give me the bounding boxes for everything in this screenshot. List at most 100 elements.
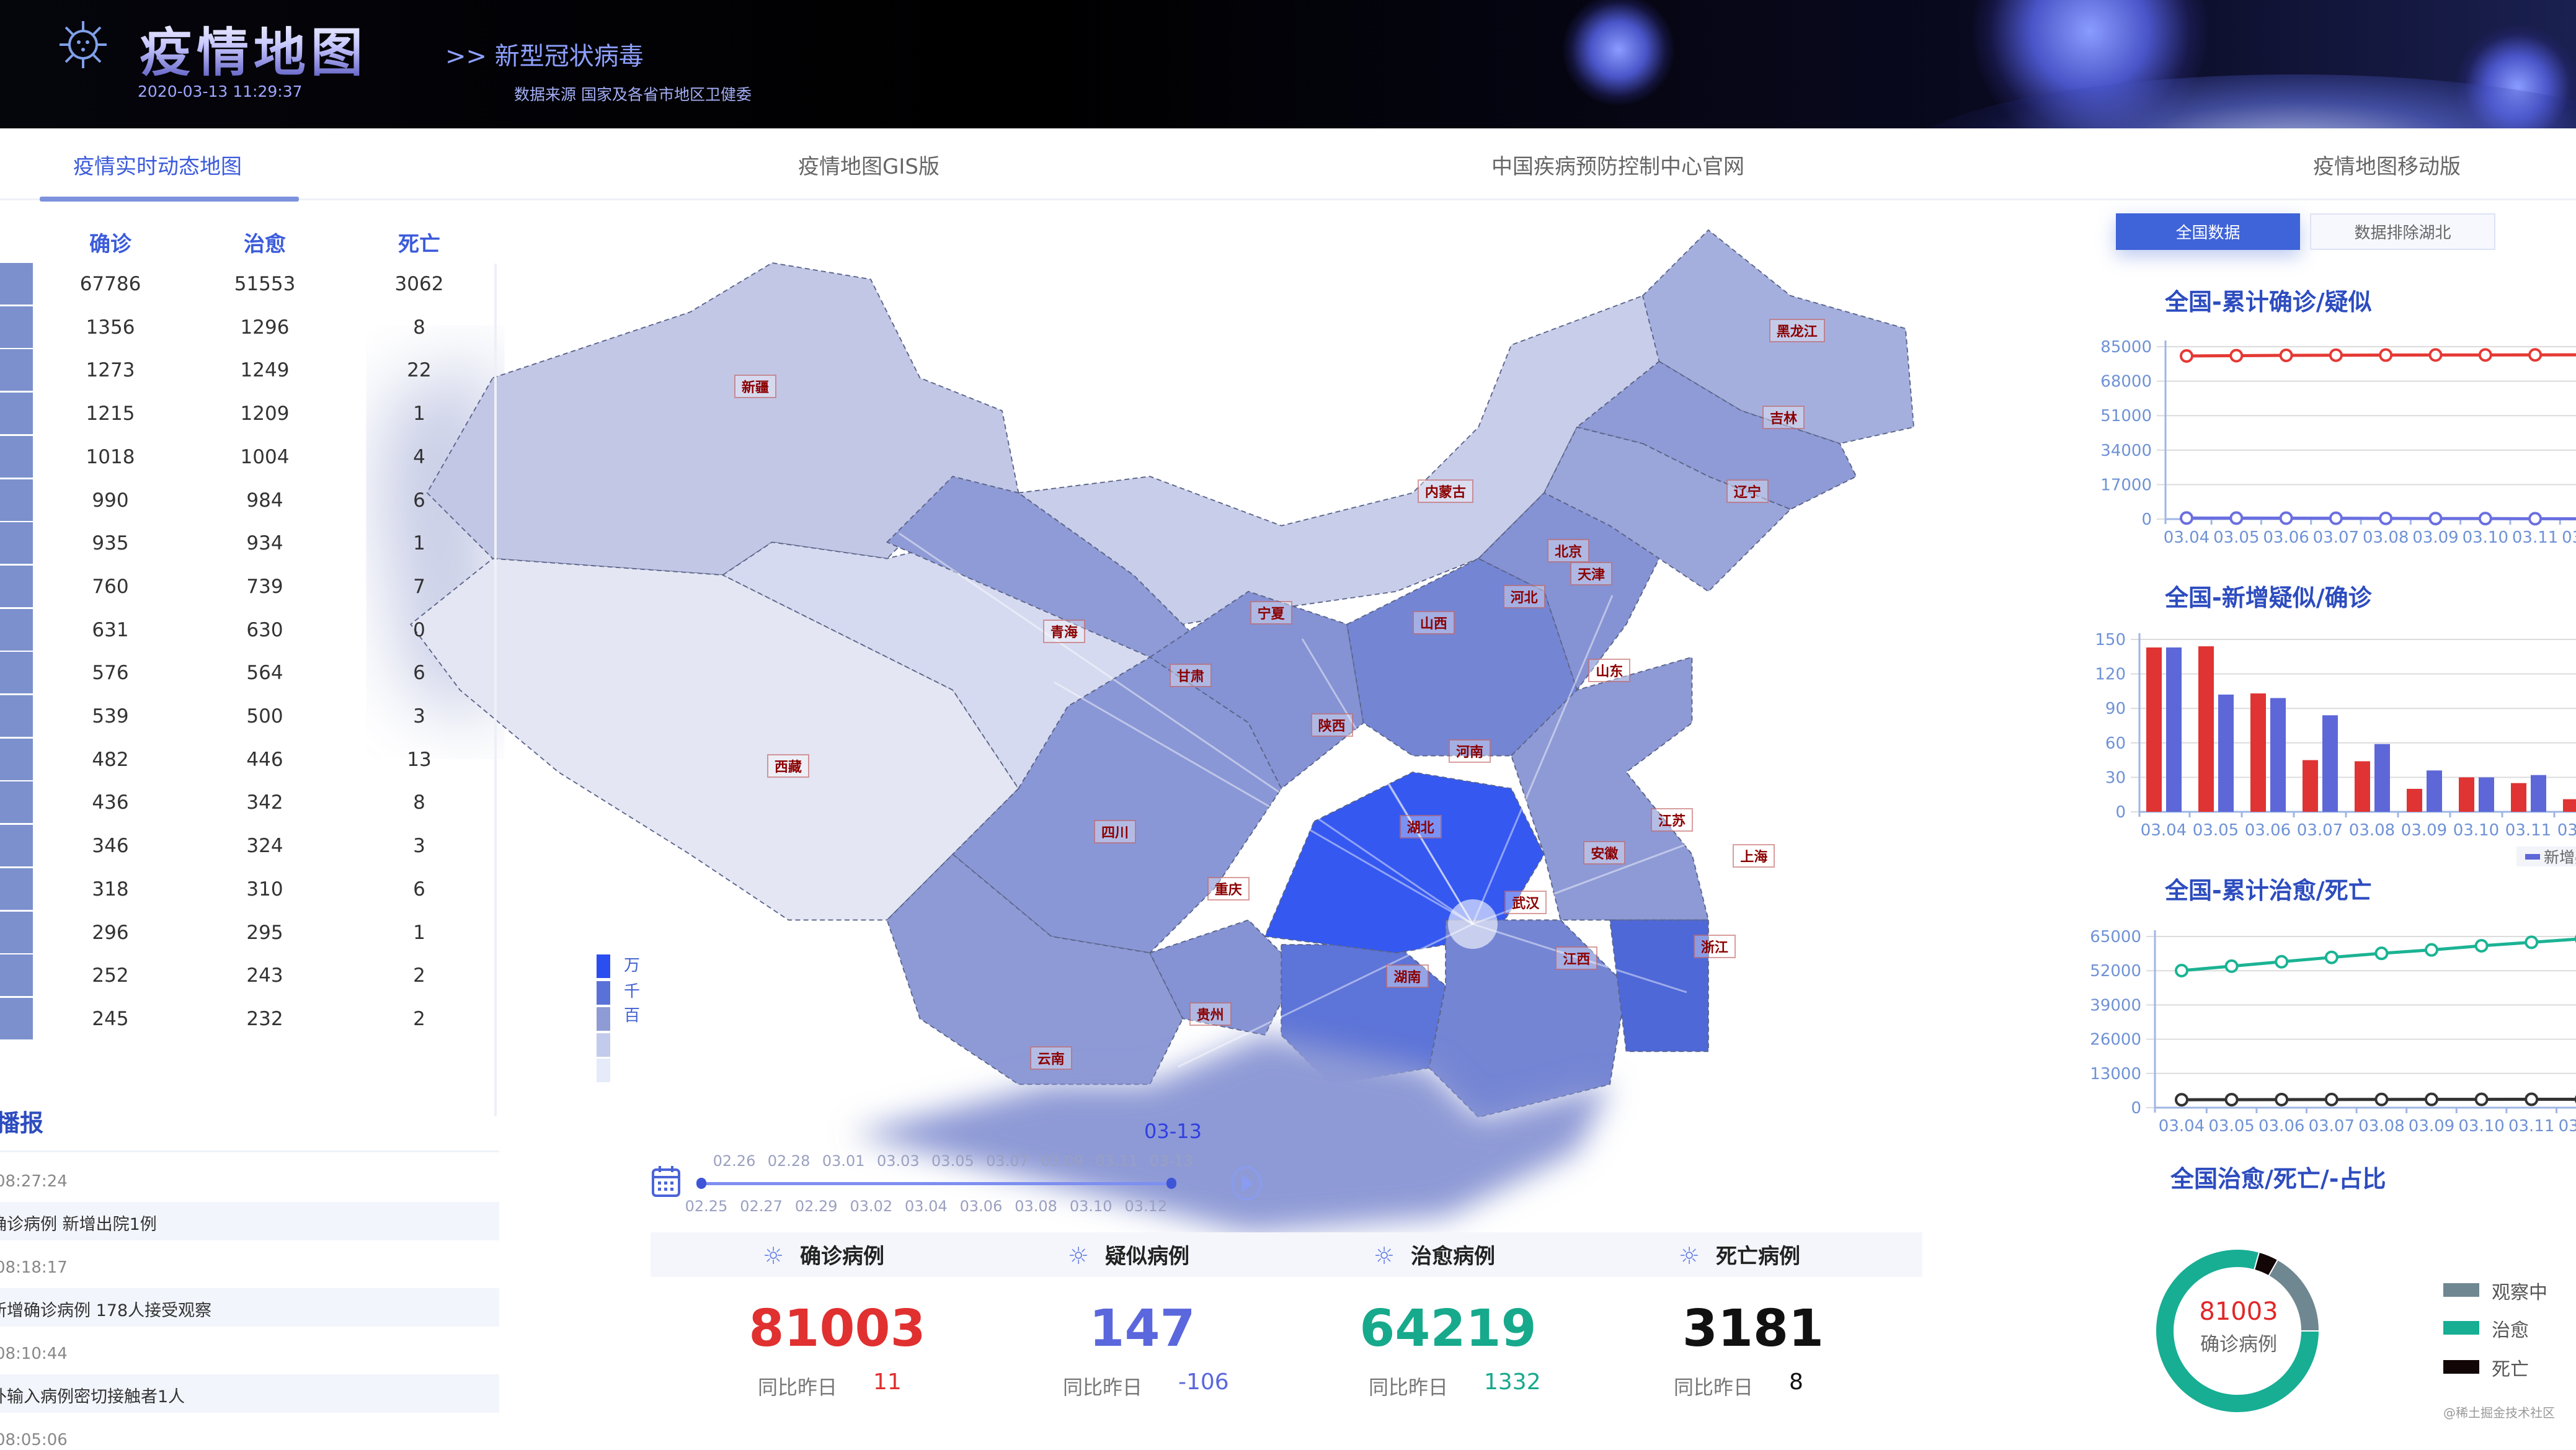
province-label[interactable]: 吉林 [1762,406,1805,430]
tab-mobile-map[interactable]: 疫情地图移动版 [2313,154,2461,179]
news-item[interactable] [0,1288,499,1327]
province-name-cell[interactable] [0,608,33,651]
province-zhejiang[interactable] [1609,919,1709,1052]
timeline-track[interactable] [701,1182,1171,1185]
province-name-cell[interactable] [0,479,33,521]
timeline-tick-label[interactable]: 03.02 [850,1198,893,1215]
stat-delta: 11 [873,1369,902,1395]
play-icon[interactable] [1230,1165,1263,1202]
province-label[interactable]: 宁夏 [1250,601,1292,625]
province-label[interactable]: 山西 [1412,611,1455,635]
virus-icon: ☼ [763,1242,784,1270]
province-label[interactable]: 武汉 [1504,890,1547,914]
timeline-tick-label[interactable]: 02.25 [685,1198,728,1215]
legend-label[interactable]: 观察中 [2492,1282,2547,1304]
timeline-handle[interactable] [1166,1178,1176,1189]
province-label[interactable]: 青海 [1042,619,1085,643]
province-name-cell[interactable] [0,911,33,953]
province-label[interactable]: 河北 [1503,584,1545,608]
timeline-tick-label[interactable]: 03.05 [931,1152,974,1170]
news-item[interactable] [0,1202,499,1240]
timeline-tick-label[interactable]: 03.12 [1124,1198,1168,1215]
province-label[interactable]: 江西 [1555,946,1598,970]
province-label[interactable]: 四川 [1093,819,1136,843]
province-name-cell[interactable] [0,997,33,1039]
timeline-tick-label[interactable]: 03-13 [1149,1152,1193,1170]
province-name-cell[interactable] [0,306,33,348]
timeline-tick-label[interactable]: 03.03 [876,1152,920,1170]
province-label[interactable]: 河南 [1449,739,1491,763]
province-label[interactable]: 内蒙古 [1417,479,1473,504]
news-item[interactable] [0,1374,499,1413]
province-label[interactable]: 云南 [1029,1046,1072,1070]
table-cell: 934 [246,532,283,555]
timeline-tick-label[interactable]: 02.28 [767,1152,811,1170]
province-name-cell[interactable] [0,522,33,564]
province-label[interactable]: 甘肃 [1169,664,1212,688]
province-name-cell[interactable] [0,565,33,607]
exclude-hubei-button[interactable]: 数据排除湖北 [2310,213,2495,250]
timeline-tick-label[interactable]: 02.29 [794,1198,838,1215]
legend-swatch[interactable] [2443,1360,2479,1374]
province-yunnan[interactable] [886,853,1184,1085]
timeline-tick-label[interactable]: 03.01 [822,1152,865,1170]
province-name-cell[interactable] [0,652,33,694]
province-name-cell[interactable] [0,695,33,737]
province-label[interactable]: 贵州 [1189,1002,1232,1026]
province-name-cell[interactable] [0,393,33,435]
province-guizhou[interactable] [1148,919,1299,1036]
province-label[interactable]: 重庆 [1207,877,1250,901]
province-label[interactable]: 山东 [1588,659,1631,683]
province-label[interactable]: 天津 [1570,561,1613,585]
timeline-tick-label[interactable]: 02.27 [740,1198,783,1215]
province-label[interactable]: 黑龙江 [1769,318,1825,342]
province-label[interactable]: 浙江 [1693,935,1736,959]
province-south[interactable] [854,1034,1611,1233]
tab-realtime-map[interactable]: 疫情实时动态地图 [73,154,242,179]
province-shandong[interactable] [1511,656,1710,921]
province-name-cell[interactable] [0,954,33,997]
province-name-cell[interactable] [0,435,33,478]
tab-cdc-site[interactable]: 中国疾病预防控制中心官网 [1491,154,1744,179]
province-hebei[interactable] [1477,492,1660,692]
stats-header-bar [651,1232,1922,1277]
timeline-tick-label[interactable]: 03.09 [1041,1152,1083,1170]
timeline-tick-label[interactable]: 03.10 [1069,1198,1113,1215]
province-label[interactable]: 北京 [1547,538,1590,563]
legend-label[interactable]: 死亡 [2492,1359,2529,1381]
timeline-start-handle[interactable] [696,1178,706,1189]
province-name-cell[interactable] [0,781,33,824]
province-label[interactable]: 西藏 [766,754,809,778]
province-name-cell[interactable] [0,263,33,305]
province-name-cell[interactable] [0,349,33,391]
province-name-cell[interactable] [0,825,33,867]
timeline-tick-label[interactable]: 03.04 [905,1198,948,1215]
province-label[interactable]: 新疆 [734,374,776,398]
province-name-cell[interactable] [0,868,33,910]
province-name-cell[interactable] [0,738,33,780]
tab-gis-map[interactable]: 疫情地图GIS版 [798,154,939,179]
legend-label-bai: 百 [624,1007,641,1025]
legend-label[interactable]: 治愈 [2492,1320,2529,1341]
province-label[interactable]: 上海 [1733,844,1775,868]
calendar-icon[interactable] [651,1165,681,1198]
timeline-tick-label[interactable]: 03.11 [1095,1152,1139,1170]
province-label[interactable]: 湖北 [1399,814,1442,838]
province-jilin[interactable] [1575,360,1857,510]
province-label[interactable]: 陕西 [1310,713,1353,737]
timeline-tick-label[interactable]: 03.08 [1015,1198,1057,1215]
all-data-button[interactable]: 全国数据 [2116,213,2300,250]
table-scrollbar[interactable] [494,264,497,1116]
province-label[interactable]: 安徽 [1583,841,1626,865]
timeline-tick-label[interactable]: 03.07 [986,1152,1029,1170]
legend-swatch[interactable] [2443,1321,2479,1335]
timeline-tick-label[interactable]: 02.26 [713,1152,756,1170]
province-label[interactable]: 湖南 [1386,964,1429,988]
legend-swatch[interactable] [2443,1283,2479,1297]
province-label[interactable]: 辽宁 [1726,479,1769,504]
legend-swatch-1 [597,1059,610,1082]
province-label[interactable]: 江苏 [1650,808,1693,832]
timeline-tick-label[interactable]: 03.06 [959,1198,1003,1215]
province-xinjiang[interactable] [426,262,1019,576]
